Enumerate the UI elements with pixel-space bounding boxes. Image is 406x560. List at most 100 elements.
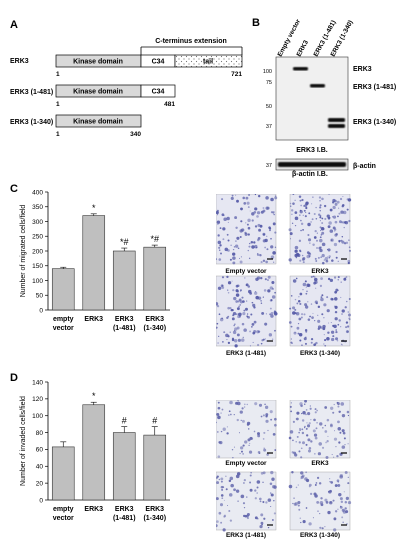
- start-residue: 1: [56, 101, 60, 108]
- actin-marker: 37: [266, 163, 272, 169]
- category-label: empty vector: [53, 506, 74, 522]
- migration-bar-chart: 0 50 100 150 200 250 300 350 400 Number of migrat…: [20, 189, 170, 332]
- panel-label-c: C: [10, 183, 18, 195]
- y-tick-label: 400: [32, 189, 43, 196]
- y-tick-label: 80: [36, 430, 44, 437]
- actin-ib-label: β-actin I.B.: [292, 171, 328, 178]
- y-axis-label: Number of invaded cells/field: [20, 396, 27, 486]
- y-tick-label: 120: [32, 396, 43, 403]
- micrograph-grid-c: [216, 194, 352, 348]
- caption-erk3: ERK3: [311, 460, 329, 467]
- y-tick-label: 20: [36, 480, 44, 487]
- bar: [143, 246, 167, 311]
- actin-label: β-actin: [353, 163, 376, 170]
- micrograph: [216, 194, 278, 265]
- y-tick-label: 250: [32, 234, 43, 241]
- y-tick-label: 100: [32, 278, 43, 285]
- significance-marker: *#: [120, 237, 129, 247]
- kinase-domain-label: Kinase domain: [73, 89, 123, 96]
- band-label: ERK3: [353, 66, 372, 73]
- y-tick-label: 0: [39, 497, 43, 504]
- end-residue: 340: [130, 131, 141, 138]
- kinase-domain-label: Kinase domain: [73, 59, 123, 66]
- caption-empty-vector: Empty vector: [225, 268, 267, 275]
- y-tick-label: 100: [32, 413, 43, 420]
- marker-label: 37: [266, 124, 272, 130]
- category-label: empty vector: [53, 316, 74, 332]
- y-axis-label: Number of migrated cells/field: [20, 205, 27, 298]
- lane-label: ERK3: [296, 39, 311, 58]
- micrograph: [288, 194, 352, 265]
- significance-marker: #: [122, 416, 127, 426]
- band-label: ERK3 (1-340): [353, 119, 396, 126]
- band-erk3: [293, 67, 308, 71]
- band-label: ERK3 (1-481): [353, 84, 396, 91]
- band-erk3-1-340-lower: [328, 124, 345, 128]
- domain-diagram: C-terminus extension ERK3 Kinase domain …: [10, 38, 243, 138]
- band-erk3-1-481: [310, 84, 325, 88]
- tail-label: tail: [203, 59, 213, 66]
- micrograph: [216, 275, 278, 348]
- micrograph: [216, 470, 277, 532]
- significance-marker: #: [152, 416, 157, 426]
- western-blot: Empty vector ERK3 ERK3 (1-481) ERK3 (1-3…: [263, 18, 396, 171]
- bar: [112, 432, 136, 501]
- extension-label: C-terminus extension: [155, 38, 227, 45]
- bar: [51, 268, 75, 311]
- caption-erk3-1-340: ERK3 (1-340): [299, 532, 341, 539]
- bar: [82, 404, 106, 501]
- category-label: ERK3: [84, 506, 103, 513]
- significance-marker: *#: [150, 234, 159, 244]
- micrograph-grid-d: [216, 400, 352, 532]
- start-residue: 1: [56, 131, 60, 138]
- caption-erk3-1-340: ERK3 (1-340): [299, 350, 341, 357]
- band-erk3-1-340: [328, 118, 345, 122]
- y-tick-label: 0: [39, 307, 43, 314]
- end-residue: 721: [231, 71, 242, 78]
- caption-erk3-1-481: ERK3 (1-481): [225, 350, 267, 357]
- micrograph: [216, 400, 277, 459]
- bar: [112, 250, 136, 311]
- bar: [143, 434, 167, 501]
- y-tick-label: 40: [36, 464, 44, 471]
- category-label: ERK3 (1-340): [143, 506, 166, 522]
- c34-box: [140, 84, 176, 98]
- marker-label: 100: [263, 69, 272, 75]
- y-tick-label: 60: [36, 447, 44, 454]
- category-label: ERK3 (1-481): [113, 316, 136, 332]
- micrograph: [288, 275, 351, 347]
- bar: [82, 215, 106, 311]
- end-residue: 481: [164, 101, 175, 108]
- y-tick-label: 300: [32, 219, 43, 226]
- construct-name-erk3-1-481: ERK3 (1-481): [10, 89, 53, 96]
- y-tick-label: 150: [32, 263, 43, 270]
- significance-marker: *: [92, 203, 96, 213]
- ib-label: ERK3 I.B.: [296, 147, 328, 154]
- caption-empty-vector: Empty vector: [225, 460, 267, 467]
- kinase-domain-box: [55, 114, 142, 128]
- y-tick-label: 200: [32, 248, 43, 255]
- panel-label-a: A: [10, 19, 18, 31]
- category-label: ERK3 (1-340): [143, 316, 166, 332]
- y-tick-label: 350: [32, 204, 43, 211]
- y-tick-label: 140: [32, 379, 43, 386]
- caption-erk3: ERK3: [311, 268, 329, 275]
- c34-label: C34: [152, 89, 165, 96]
- invasion-bar-chart: 0 20 40 60 80 100 120 140 Number of invaded cell…: [20, 379, 170, 522]
- c34-label: C34: [152, 59, 165, 66]
- bar: [51, 446, 75, 501]
- marker-label: 75: [266, 80, 272, 86]
- start-residue: 1: [56, 71, 60, 78]
- micrograph: [288, 400, 351, 459]
- panel-label-d: D: [10, 372, 18, 384]
- significance-marker: *: [92, 391, 96, 401]
- y-tick-label: 50: [36, 293, 44, 300]
- panel-label-b: B: [252, 17, 260, 29]
- caption-erk3-1-481: ERK3 (1-481): [225, 532, 267, 539]
- construct-name-erk3: ERK3: [10, 58, 29, 65]
- category-label: ERK3 (1-481): [113, 506, 136, 522]
- kinase-domain-label: Kinase domain: [73, 119, 123, 126]
- construct-name-erk3-1-340: ERK3 (1-340): [10, 119, 53, 126]
- micrograph: [288, 470, 352, 532]
- category-label: ERK3: [84, 316, 103, 323]
